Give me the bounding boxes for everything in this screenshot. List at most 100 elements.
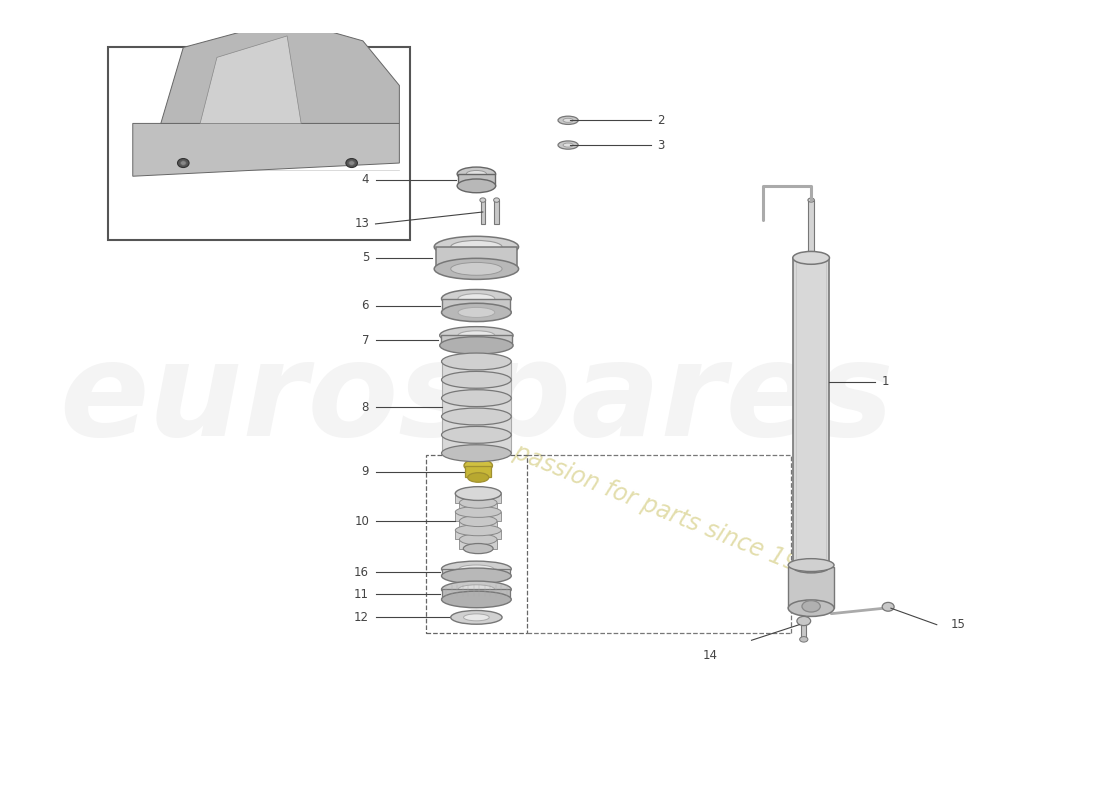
Ellipse shape [463,614,490,621]
Bar [441,362,512,380]
Bar [481,200,485,224]
Text: a passion for parts since 1985: a passion for parts since 1985 [490,432,829,588]
Bar [458,174,495,186]
Bar [436,247,517,269]
Text: 7: 7 [362,334,370,347]
Ellipse shape [463,543,493,554]
Ellipse shape [177,158,189,167]
Bar [441,417,512,435]
Text: eurospares: eurospares [59,337,894,463]
Bar [807,200,814,258]
Ellipse shape [480,198,486,202]
Ellipse shape [440,326,513,344]
Ellipse shape [441,581,512,598]
Bar [441,435,512,453]
Ellipse shape [563,118,573,122]
Ellipse shape [458,307,495,318]
Ellipse shape [793,561,829,573]
Ellipse shape [441,371,512,388]
Text: 8: 8 [362,401,370,414]
Text: 2: 2 [657,114,664,126]
Bar [465,466,491,478]
Ellipse shape [882,602,894,611]
Ellipse shape [455,488,502,499]
Ellipse shape [441,561,512,577]
Ellipse shape [455,506,502,518]
Ellipse shape [468,473,488,482]
Polygon shape [161,19,399,123]
Text: 5: 5 [362,251,370,264]
Ellipse shape [455,525,502,536]
Ellipse shape [180,161,186,166]
Ellipse shape [441,445,512,462]
Ellipse shape [460,515,497,526]
Bar [426,455,527,633]
Bar [494,200,498,224]
Bar [441,398,512,417]
Ellipse shape [800,637,807,642]
Text: 13: 13 [354,218,370,230]
Bar [108,47,410,239]
Ellipse shape [558,116,579,125]
Bar [455,512,502,521]
Bar [442,569,510,576]
Ellipse shape [441,390,512,406]
Ellipse shape [789,600,834,617]
Ellipse shape [458,330,495,340]
Bar [455,494,502,502]
Ellipse shape [441,353,512,370]
Ellipse shape [441,408,512,425]
Ellipse shape [345,158,358,167]
Ellipse shape [441,591,512,608]
Bar [441,335,513,346]
Bar [441,380,512,398]
Ellipse shape [464,459,493,472]
Ellipse shape [451,262,502,275]
Ellipse shape [434,258,518,279]
Ellipse shape [460,534,497,545]
Ellipse shape [802,601,821,612]
Bar [442,298,510,313]
Bar [460,539,497,549]
Ellipse shape [441,568,512,584]
Bar [455,530,502,539]
Text: 16: 16 [354,566,370,579]
Polygon shape [200,36,301,123]
Ellipse shape [563,143,573,147]
Ellipse shape [349,161,354,166]
Bar [460,521,497,530]
Bar [793,258,829,567]
Ellipse shape [796,617,811,626]
Ellipse shape [458,585,495,594]
Ellipse shape [466,170,486,178]
Ellipse shape [459,565,494,573]
Ellipse shape [458,294,495,304]
Ellipse shape [451,241,502,254]
Ellipse shape [789,558,834,571]
Text: 6: 6 [362,299,370,312]
Bar [789,567,834,608]
Ellipse shape [441,290,512,308]
Ellipse shape [441,303,512,322]
Polygon shape [133,123,399,176]
Bar [442,590,510,599]
Text: 15: 15 [950,618,966,631]
Text: 14: 14 [703,650,717,662]
Bar [801,621,806,639]
Ellipse shape [451,610,502,624]
Ellipse shape [458,167,496,181]
Ellipse shape [807,198,814,202]
Text: 1: 1 [882,375,889,388]
Text: 4: 4 [362,174,370,186]
Ellipse shape [558,141,579,149]
Ellipse shape [793,251,829,264]
Ellipse shape [494,198,499,202]
Ellipse shape [434,236,518,258]
Ellipse shape [455,486,502,501]
Ellipse shape [441,426,512,443]
Text: 9: 9 [362,465,370,478]
Ellipse shape [460,498,497,508]
Ellipse shape [458,179,496,193]
Text: 12: 12 [354,611,370,624]
Text: 10: 10 [354,514,370,527]
